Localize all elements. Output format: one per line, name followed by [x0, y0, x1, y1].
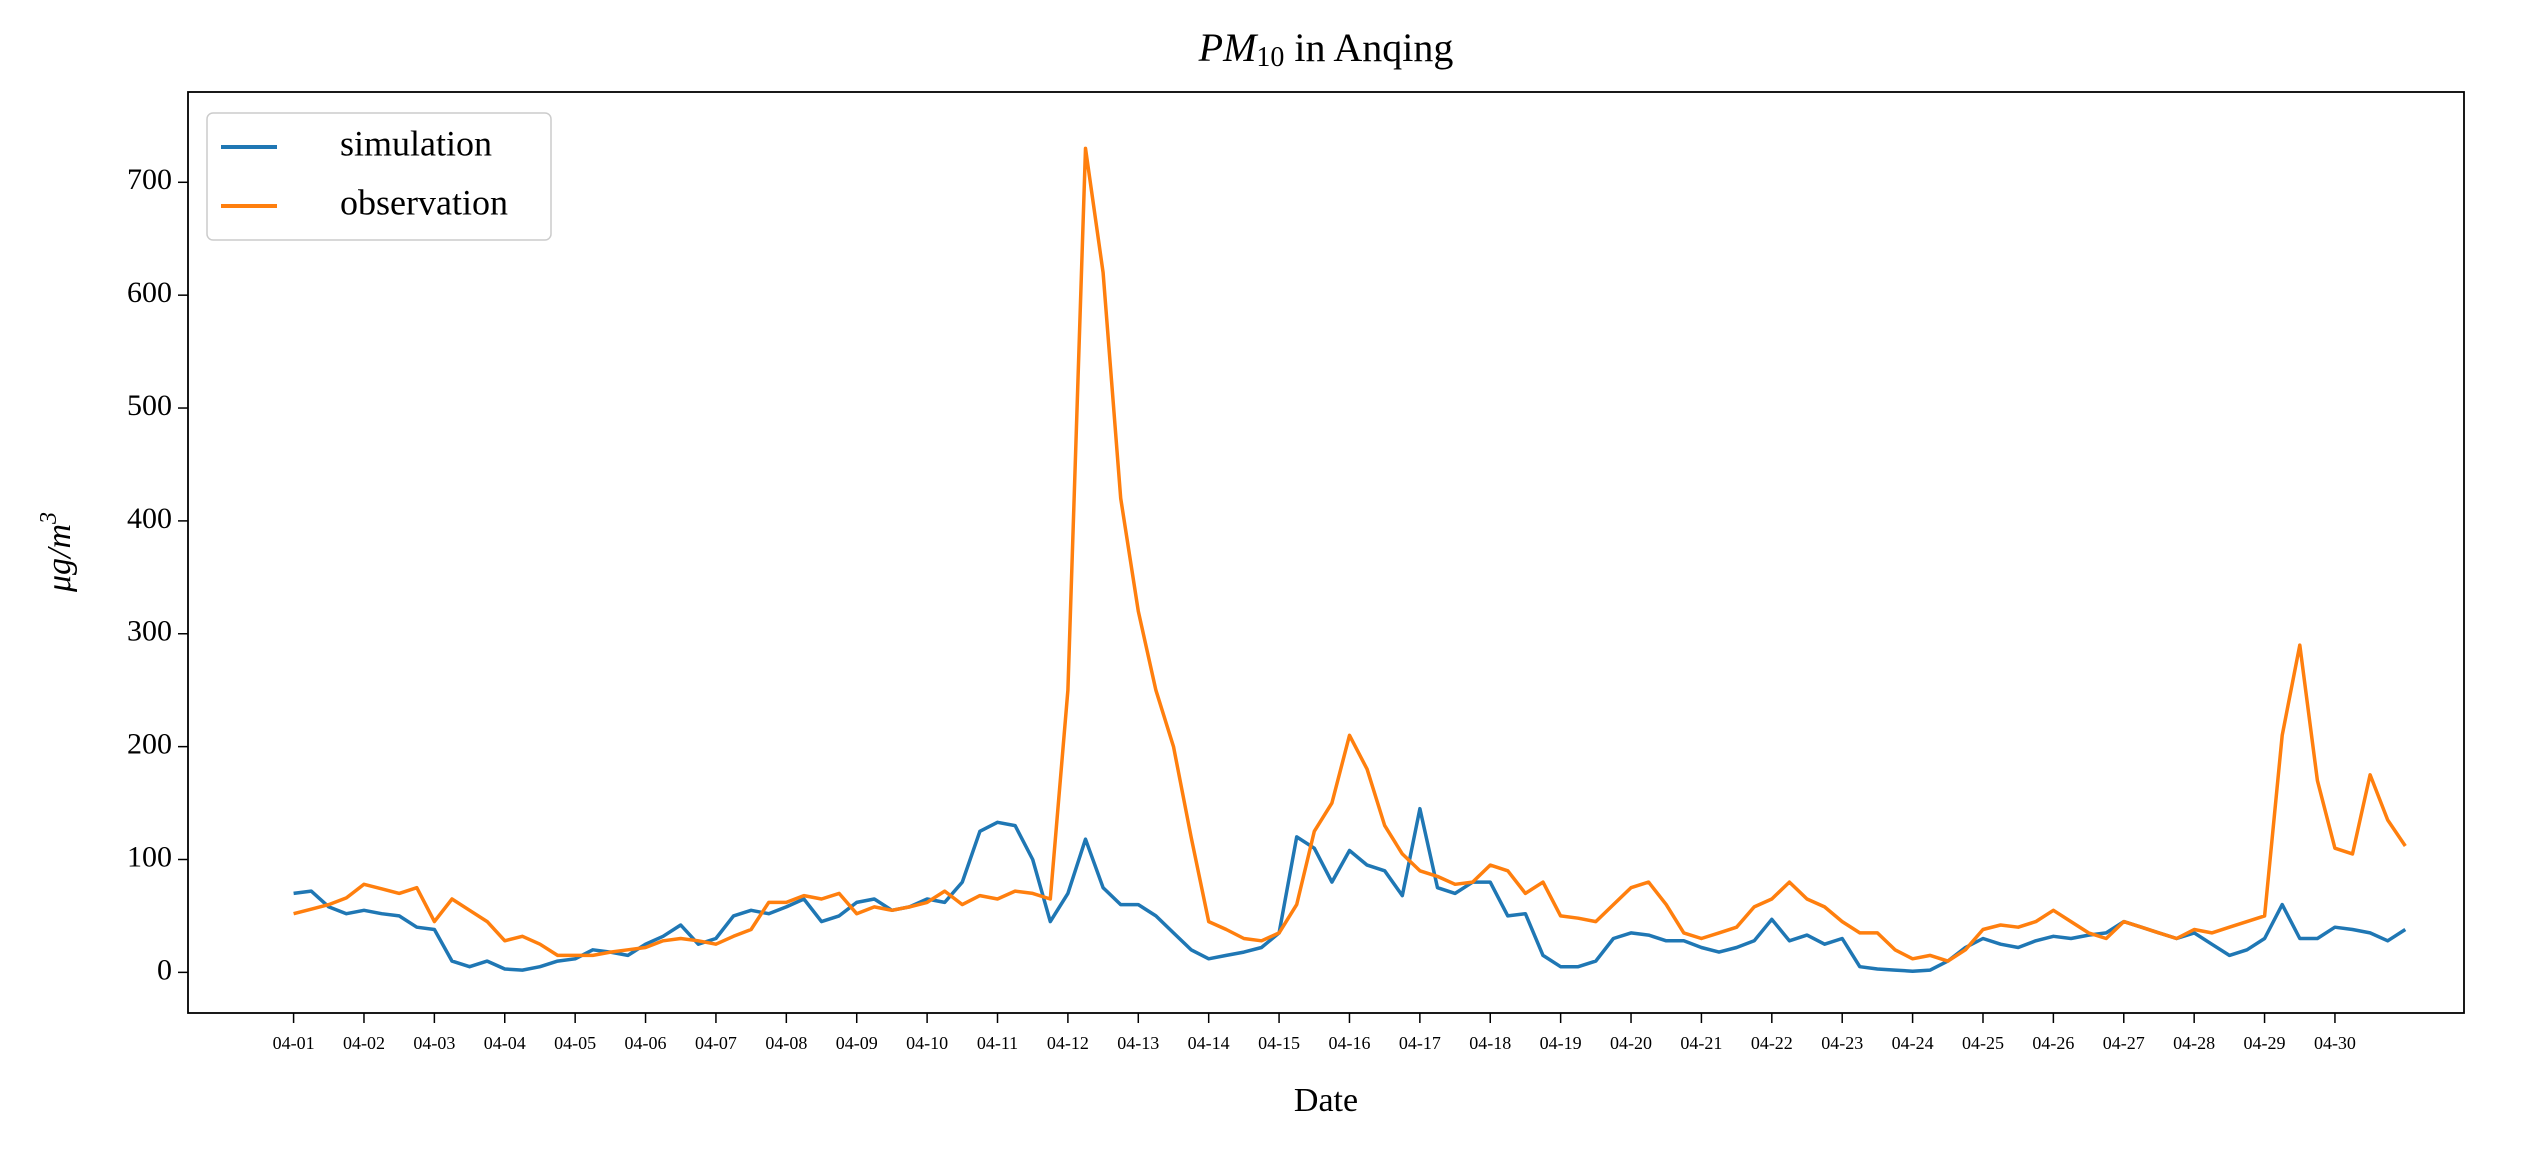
x-tick-label: 04-01	[273, 1033, 315, 1053]
legend-box	[206, 112, 552, 241]
x-tick-label: 04-19	[1540, 1033, 1582, 1053]
x-tick-label: 04-09	[836, 1033, 878, 1053]
y-axis-label: μg/m3	[36, 512, 78, 593]
x-tick-label: 04-03	[413, 1033, 455, 1053]
title-rest: in Anqing	[1284, 25, 1453, 70]
x-tick-label: 04-12	[1047, 1033, 1089, 1053]
x-tick-label: 04-15	[1258, 1033, 1300, 1053]
series-line	[293, 146, 2407, 963]
y-tick-label: 500	[127, 389, 172, 422]
x-tick-label: 04-02	[343, 1033, 385, 1053]
plot-frame	[187, 91, 2465, 1014]
x-tick-label: 04-24	[1892, 1033, 1934, 1053]
title-var: PM	[1198, 25, 1259, 70]
x-tick-label: 04-17	[1399, 1033, 1441, 1053]
y-tick-label: 100	[127, 840, 172, 873]
x-tick-label: 04-11	[977, 1033, 1018, 1053]
x-tick-label: 04-04	[484, 1033, 526, 1053]
x-tick-label: 04-22	[1751, 1033, 1793, 1053]
y-label-sup: 3	[36, 512, 62, 525]
y-tick-label: 300	[127, 615, 172, 648]
x-tick-label: 04-13	[1117, 1033, 1159, 1053]
x-axis-label: Date	[1294, 1082, 1358, 1119]
chart-title: PM10 in Anqing	[1198, 25, 1454, 73]
x-tick-label: 04-25	[1962, 1033, 2004, 1053]
x-tick-label: 04-27	[2103, 1033, 2145, 1053]
x-tick-label: 04-30	[2314, 1033, 2356, 1053]
x-tick-label: 04-28	[2173, 1033, 2215, 1053]
x-tick-label: 04-29	[2244, 1033, 2286, 1053]
y-tick-label: 700	[127, 163, 172, 196]
legend: simulation observation	[206, 112, 552, 241]
legend-label: simulation	[340, 123, 492, 163]
y-tick-label: 0	[157, 953, 172, 986]
x-tick-label: 04-26	[2032, 1033, 2074, 1053]
y-tick-label: 400	[127, 502, 172, 535]
x-tick-label: 04-05	[554, 1033, 596, 1053]
x-tick-label: 04-08	[765, 1033, 807, 1053]
y-tick-label: 600	[127, 276, 172, 309]
title-sub: 10	[1256, 42, 1284, 73]
x-tick-label: 04-21	[1680, 1033, 1722, 1053]
series-line	[293, 806, 2407, 973]
x-tick-label: 04-14	[1188, 1033, 1230, 1053]
x-tick-label: 04-20	[1610, 1033, 1652, 1053]
y-tick-label: 200	[127, 728, 172, 761]
x-tick-label: 04-16	[1328, 1033, 1370, 1053]
y-label-main: μg/m	[41, 524, 78, 593]
x-tick-label: 04-18	[1469, 1033, 1511, 1053]
x-tick-label: 04-06	[625, 1033, 667, 1053]
x-tick-label: 04-07	[695, 1033, 737, 1053]
x-tick-label: 04-23	[1821, 1033, 1863, 1053]
x-tick-label: 04-10	[906, 1033, 948, 1053]
legend-label: observation	[340, 182, 508, 222]
